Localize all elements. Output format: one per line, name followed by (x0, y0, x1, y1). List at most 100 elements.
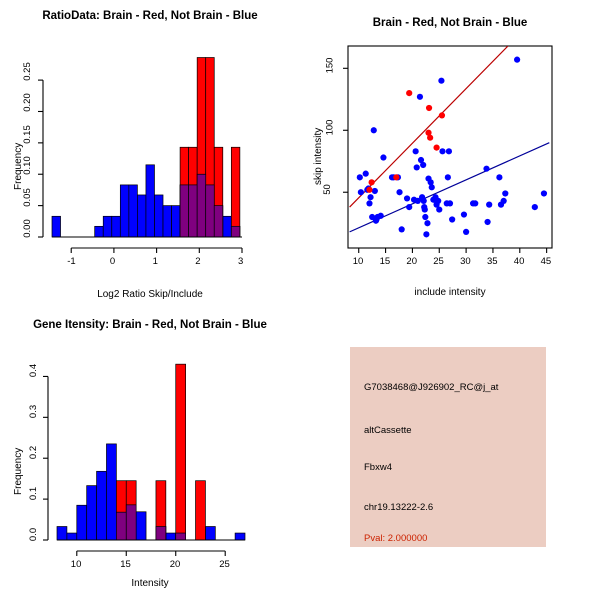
scatter-point (436, 206, 443, 213)
histogram-bar (96, 470, 107, 541)
histogram-bar-overlap (213, 205, 224, 238)
scatter-point (500, 197, 507, 205)
histogram-bar (137, 194, 147, 238)
scatter-point (414, 197, 421, 205)
scatter-point (483, 165, 490, 172)
x-tick-label: 45 (540, 256, 552, 267)
ratio-histogram-x-axis-label: Log2 Ratio Skip/Include (97, 289, 203, 300)
y-tick-label: 0.25 (21, 62, 33, 81)
brain-fit (349, 46, 509, 208)
gene-histogram-y-axis-label: Frequency (13, 447, 24, 495)
scatter-point (371, 187, 378, 195)
gene-symbol-text: Fbxw4 (364, 462, 392, 473)
x-tick-label: 15 (120, 559, 131, 570)
scatter-point (421, 206, 428, 213)
scatter-point (472, 200, 479, 207)
scatter-point (423, 231, 430, 238)
x-tick-label: 25 (433, 256, 444, 267)
scatter-point (420, 197, 427, 205)
histogram-bar-overlap (230, 225, 241, 238)
scatter-point (502, 190, 509, 197)
probe-id-text: G7038468@J926902_RC@j_at (364, 382, 499, 393)
scatter-point (356, 174, 363, 181)
histogram-bar (162, 205, 172, 238)
histogram-bar (66, 532, 78, 541)
scatter-point (362, 170, 369, 177)
gene-info-box: G7038468@J926902_RC@j_at altCassette Fbx… (350, 347, 546, 547)
histogram-bar (76, 504, 88, 541)
x-tick-label: 3 (238, 256, 244, 267)
scatter-point (427, 179, 434, 186)
scatter-plot-frame (347, 45, 553, 249)
scatter-point (417, 156, 425, 164)
y-tick-label: 0.05 (21, 187, 33, 207)
scatter-point (412, 148, 419, 155)
y-tick-label: 0.4 (28, 364, 40, 378)
scatter-point (403, 195, 411, 202)
scatter-panel: Brain - Red, Not Brain - Blue 10 15 20 25 30… (300, 0, 600, 300)
scatter-point (438, 112, 446, 119)
x-tick-label: 35 (486, 256, 498, 267)
x-tick-label: 0 (109, 256, 116, 267)
ratio-histogram-bars (51, 57, 241, 238)
histogram-bar (56, 526, 68, 541)
x-tick-label: 20 (169, 559, 181, 570)
scatter-point (416, 93, 424, 100)
histogram-bar-overlap (179, 184, 189, 238)
histogram-bar (195, 480, 206, 541)
scatter-point (427, 134, 434, 141)
x-tick-label: 10 (352, 256, 364, 267)
scatter-point (413, 164, 420, 171)
histogram-bar (205, 526, 216, 541)
scatter-point (435, 197, 442, 205)
histogram-bar (145, 164, 155, 238)
histogram-bar-overlap (196, 173, 207, 238)
x-tick-label: 40 (513, 256, 525, 267)
scatter-point (367, 194, 374, 201)
histogram-bar (234, 532, 246, 541)
scatter-point (393, 174, 400, 181)
ratio-histogram-y-axis-label: Frequency (13, 142, 24, 190)
scatter-point (398, 226, 405, 233)
scatter-point (425, 104, 433, 112)
y-tick-label: 0.15 (21, 125, 33, 144)
histogram-bar-overlap (188, 184, 198, 238)
gene-histogram-x-axis-label: Intensity (131, 578, 169, 589)
y-tick-label: 0.1 (28, 487, 40, 501)
y-tick-label: 50 (321, 184, 333, 196)
gene-histogram-title: Gene Itensity: Brain - Red, Not Brain - … (33, 319, 267, 331)
y-tick-label: 150 (324, 57, 336, 74)
scatter-point (366, 200, 373, 207)
gene-histogram-canvas (43, 363, 246, 556)
gene-histogram-panel: Gene Itensity: Brain - Red, Not Brain - … (0, 300, 300, 600)
scatter-point (406, 204, 413, 211)
scatter-point (420, 161, 427, 169)
scatter-points (356, 56, 548, 238)
scatter-point (396, 189, 403, 196)
histogram-bar (106, 443, 117, 541)
histogram-bar (175, 363, 186, 541)
histogram-bar-overlap (155, 526, 167, 541)
y-tick-label: 100 (324, 119, 336, 136)
ratio-histogram-axes (38, 79, 243, 253)
scatter-point (444, 174, 451, 181)
locus-text: chr19.13222-2.6 (364, 502, 434, 513)
scatter-point (433, 144, 440, 151)
y-tick-label: 0.0 (28, 527, 40, 542)
x-tick-label: 30 (460, 256, 471, 267)
scatter-point (377, 212, 384, 219)
y-tick-label: 0.00 (21, 219, 33, 238)
y-tick-label: 0.2 (28, 446, 40, 460)
histogram-bar (230, 146, 241, 238)
scatter-point (496, 174, 503, 181)
scatter-point (540, 190, 548, 197)
scatter-point (438, 77, 445, 84)
histogram-bar (86, 485, 97, 541)
scatter-point (368, 179, 375, 186)
histogram-bar (171, 205, 181, 238)
plot-frame (347, 45, 553, 249)
scatter-point (486, 201, 493, 208)
x-tick-label: 10 (70, 559, 82, 570)
scatter-point (380, 154, 387, 161)
scatter-y-axis-label: skip intensity (313, 127, 324, 185)
